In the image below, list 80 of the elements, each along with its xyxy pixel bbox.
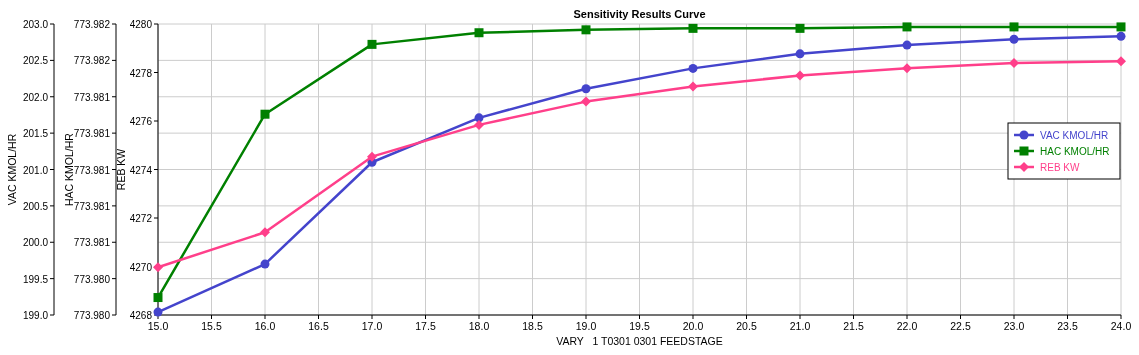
y3-tick-label: 4280	[129, 19, 153, 30]
y2-tick-label: 773.981	[73, 128, 111, 140]
point	[902, 22, 912, 32]
point	[1116, 31, 1126, 41]
y2-tick-label: 773.981	[73, 200, 111, 212]
y3-tick-label: 4270	[129, 261, 153, 273]
point	[902, 63, 912, 74]
point	[367, 151, 377, 162]
y2-tick-label: 773.981	[73, 164, 111, 176]
point	[902, 40, 912, 50]
x-tick-label: 16.0	[254, 320, 276, 332]
point	[795, 49, 805, 59]
x-tick-label: 20.5	[736, 320, 757, 332]
point	[688, 81, 698, 92]
point	[153, 307, 163, 317]
y3-tick-label: 4274	[129, 164, 153, 176]
x-tick-label: 21.5	[843, 320, 864, 332]
x-tick-label: 22.0	[896, 320, 918, 332]
y-tick-label: 200.5	[22, 200, 49, 212]
point	[367, 39, 377, 49]
x-tick-label: 16.5	[308, 320, 329, 332]
y3-tick-label: 4278	[129, 67, 153, 79]
x-tick-label: 19.0	[575, 320, 597, 332]
y3-tick-label: 4276	[129, 116, 153, 127]
y3-tick-label: 4268	[129, 310, 153, 321]
x-tick-label: 17.0	[361, 320, 383, 332]
x-tick-label: 22.5	[950, 320, 971, 332]
x-tick-label: 20.0	[682, 320, 704, 332]
x-tick-label: 18.0	[468, 320, 490, 332]
point	[688, 63, 698, 73]
point	[795, 23, 805, 33]
point	[260, 109, 270, 119]
y-tick-label: 199.5	[22, 273, 49, 285]
y-tick-label: 202.5	[22, 55, 49, 67]
y-tick-label: 201.0	[22, 164, 49, 176]
point	[260, 227, 270, 238]
y2-tick-label: 773.980	[73, 310, 111, 321]
x-tick-label: 23.5	[1057, 320, 1078, 332]
point	[688, 23, 698, 33]
legend-label: REB KW	[1040, 162, 1081, 173]
x-tick-label: 18.5	[522, 320, 543, 332]
y2-tick-label: 773.982	[73, 55, 111, 67]
point	[1116, 56, 1126, 67]
point	[260, 259, 270, 269]
y2-tick-label: 773.981	[73, 237, 111, 249]
y-tick-label: 199.0	[22, 310, 49, 321]
legend-label: VAC KMOL/HR	[1040, 130, 1109, 141]
point	[581, 25, 591, 35]
y2-tick-label: 773.981	[73, 91, 111, 103]
y3-axis-title: REB KW	[115, 148, 127, 191]
point	[1009, 34, 1019, 44]
y2-tick-label: 773.980	[73, 273, 111, 285]
y2-tick-label: 773.982	[73, 19, 111, 30]
point	[474, 119, 484, 130]
point	[581, 96, 591, 107]
y-tick-label: 201.5	[22, 128, 49, 140]
y2-axis-title: HAC KMOL/HR	[63, 132, 75, 206]
x-tick-label: 17.5	[415, 320, 436, 332]
y3-tick-label: 4272	[129, 213, 153, 224]
point	[795, 70, 805, 81]
x-axis-title: VARY 1 T0301 0301 FEEDSTAGE	[556, 335, 723, 347]
x-tick-label: 19.5	[629, 320, 650, 332]
point	[581, 84, 591, 94]
point	[474, 28, 484, 38]
x-tick-label: 15.0	[147, 320, 169, 332]
chart-title: Sensitivity Results Curve	[573, 8, 706, 20]
y-tick-label: 202.0	[22, 91, 49, 103]
point	[1116, 22, 1126, 32]
legend-label: HAC KMOL/HR	[1040, 146, 1110, 157]
point	[153, 293, 163, 303]
x-tick-label: 21.0	[789, 320, 811, 332]
y-tick-label: 200.0	[22, 237, 49, 249]
y-tick-label: 203.0	[22, 19, 49, 30]
point	[1009, 22, 1019, 32]
x-tick-label: 24.0	[1110, 320, 1132, 332]
point	[1009, 58, 1019, 69]
point	[153, 262, 163, 273]
y-axis-title: VAC KMOL/HR	[6, 133, 18, 206]
x-tick-label: 23.0	[1003, 320, 1025, 332]
x-tick-label: 15.5	[201, 320, 222, 332]
